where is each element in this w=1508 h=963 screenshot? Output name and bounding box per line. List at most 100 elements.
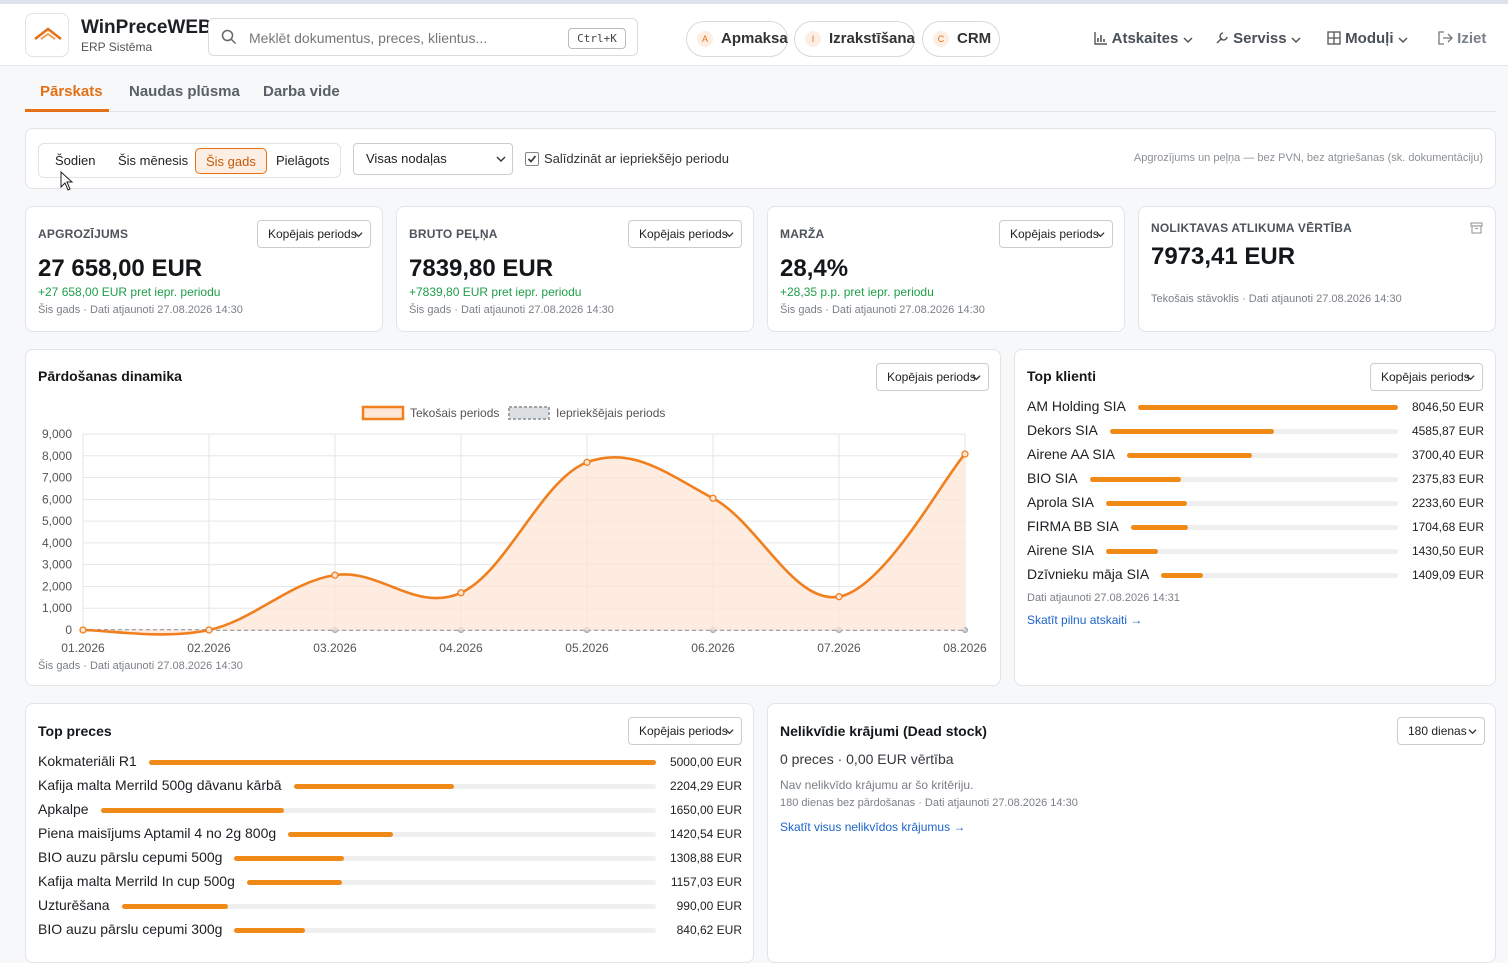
x-tick-label: 06.2026 xyxy=(691,641,735,655)
period-this-month[interactable]: Šis mēnesis xyxy=(118,153,189,168)
row-name: AM Holding SIA xyxy=(1027,398,1126,414)
row-bar-track xyxy=(247,880,656,885)
period-this-year[interactable]: Šis gads xyxy=(195,148,267,174)
kpi-period-select[interactable]: Kopējais periods xyxy=(628,220,742,248)
row-value: 2233,60 EUR xyxy=(1411,496,1484,510)
quick-link-izrakstisana[interactable]: I Izrakstīšana xyxy=(794,21,915,57)
compare-checkbox-label[interactable]: Salīdzināt ar iepriekšējo periodu xyxy=(544,151,729,166)
search-input[interactable] xyxy=(249,27,549,49)
ranked-list-row[interactable]: Aprola SIA 2233,60 EUR xyxy=(1027,494,1484,514)
row-value: 1308,88 EUR xyxy=(669,851,742,865)
kpi-period-select[interactable]: Kopējais periods xyxy=(257,220,371,248)
tab-naudas-plusma[interactable]: Naudas plūsma xyxy=(129,83,240,100)
ranked-list-row[interactable]: Airene SIA 1430,50 EUR xyxy=(1027,542,1484,562)
ranked-list-row[interactable]: Kafija malta Merrild In cup 500g 1157,03 … xyxy=(38,873,742,893)
row-value: 8046,50 EUR xyxy=(1411,400,1484,414)
row-value: 5000,00 EUR xyxy=(669,755,742,769)
dead-stock-card: Nelikvīdie krājumi (Dead stock) 180 dien… xyxy=(767,703,1496,963)
nav-modules-menu[interactable]: Moduļi xyxy=(1327,28,1408,50)
period-today[interactable]: Šodien xyxy=(55,153,96,168)
ranked-list-row[interactable]: Kokmateriāli R1 5000,00 EUR xyxy=(38,753,742,773)
row-bar-track xyxy=(101,808,656,813)
row-name: Apkalpe xyxy=(38,801,89,817)
quick-link-apmaksa[interactable]: A Apmaksa xyxy=(686,21,788,57)
x-tick-label: 04.2026 xyxy=(439,641,483,655)
ranked-list-row[interactable]: BIO auzu pārslu cepumi 300g 840,62 EUR xyxy=(38,921,742,941)
dead-stock-all-link[interactable]: Skatīt visus nelikvīdos krājumus → xyxy=(780,820,966,834)
y-tick-label: 6,000 xyxy=(42,492,72,506)
compare-checkbox[interactable] xyxy=(525,152,539,166)
kpi-period-select[interactable]: Kopējais periods xyxy=(999,220,1113,248)
row-bar xyxy=(234,856,345,861)
app-name: WinPreceWEB xyxy=(81,17,212,38)
data-point-current xyxy=(709,494,717,502)
kpi-footer: Šis gads · Dati atjaunoti 27.08.2026 14:… xyxy=(38,304,243,316)
dead-stock-footer: 180 dienas bez pārdošanas · Dati atjauno… xyxy=(780,797,1078,809)
ranked-list-row[interactable]: FIRMA BB SIA 1704,68 EUR xyxy=(1027,518,1484,538)
ranked-list-row[interactable]: BIO SIA 2375,83 EUR xyxy=(1027,470,1484,490)
page-tabs: Pārskats Naudas plūsma Darba vide xyxy=(25,75,1496,112)
tab-parskats[interactable]: Pārskats xyxy=(25,75,109,112)
grid-icon xyxy=(1327,31,1341,45)
ranked-list-row[interactable]: Dekors SIA 4585,87 EUR xyxy=(1027,422,1484,442)
ranked-list-row[interactable]: Apkalpe 1650,00 EUR xyxy=(38,801,742,821)
quick-link-badge: I xyxy=(805,31,821,47)
nav-reports-menu[interactable]: Atskaites xyxy=(1094,28,1193,50)
chevron-down-icon xyxy=(1182,37,1193,44)
nav-exit-button[interactable]: Iziet xyxy=(1438,28,1486,50)
kpi-footer: Tekošais stāvoklis · Dati atjaunoti 27.0… xyxy=(1151,293,1402,305)
ranked-list-row[interactable]: AM Holding SIA 8046,50 EUR xyxy=(1027,398,1484,418)
chevron-down-icon xyxy=(354,232,363,238)
row-bar xyxy=(1127,453,1252,458)
ranked-list-row[interactable]: Dzīvnieku māja SIA 1409,09 EUR xyxy=(1027,566,1484,586)
ranked-list-row[interactable]: Piena maisījums Aptamil 4 no 2g 800g 1420… xyxy=(38,825,742,845)
quick-link-crm[interactable]: C CRM xyxy=(922,21,1000,57)
top-products-period-select[interactable]: Kopējais periods xyxy=(628,717,742,745)
legend-label-previous: Iepriekšējais periods xyxy=(556,406,665,420)
ranked-list-row[interactable]: Kafija malta Merrild 500g dāvanu kārbā 22… xyxy=(38,777,742,797)
chevron-down-icon xyxy=(1291,37,1301,44)
row-value: 1704,68 EUR xyxy=(1411,520,1484,534)
nav-reports-label: Atskaites xyxy=(1111,30,1179,47)
top-clients-full-report-link[interactable]: Skatīt pilnu atskaiti → xyxy=(1027,613,1143,627)
nav-service-menu[interactable]: Serviss xyxy=(1215,28,1301,50)
chevron-down-icon xyxy=(1398,37,1408,44)
app-logo[interactable] xyxy=(25,13,69,57)
tab-darba-vide[interactable]: Darba vide xyxy=(263,83,340,100)
kpi-card-stock-value: NOLIKTAVAS ATLIKUMA VĒRTĪBA 7973,41 EUR … xyxy=(1138,206,1496,332)
row-value: 1650,00 EUR xyxy=(669,803,742,817)
kpi-period-select-value: Kopējais periods xyxy=(639,227,728,241)
wrench-icon xyxy=(1216,32,1228,44)
data-point-current xyxy=(457,589,465,597)
global-search[interactable]: Ctrl+K xyxy=(208,18,638,56)
sales-chart-period-select[interactable]: Kopējais periods xyxy=(876,363,989,391)
kpi-card-gross-profit: BRUTO PEĻŅA Kopējais periods 7839,80 EUR… xyxy=(396,206,754,332)
search-icon xyxy=(221,29,237,45)
sales-chart-title: Pārdošanas dinamika xyxy=(38,368,182,384)
kpi-period-select-value: Kopējais periods xyxy=(1010,227,1099,241)
series-area-current xyxy=(83,454,965,635)
top-clients-period-select[interactable]: Kopējais periods xyxy=(1370,363,1483,391)
y-tick-label: 4,000 xyxy=(42,536,72,550)
data-point-current xyxy=(961,450,969,458)
quick-link-label: Apmaksa xyxy=(721,30,788,47)
period-custom[interactable]: Pielāgots xyxy=(276,153,330,168)
ranked-list-row[interactable]: Uzturēšana 990,00 EUR xyxy=(38,897,742,917)
ranked-list-row[interactable]: Airene AA SIA 3700,40 EUR xyxy=(1027,446,1484,466)
chevron-down-icon xyxy=(972,375,981,381)
top-clients-footer: Dati atjaunoti 27.08.2026 14:31 xyxy=(1027,592,1180,604)
row-bar xyxy=(149,760,656,765)
row-bar xyxy=(1106,501,1188,506)
row-value: 990,00 EUR xyxy=(676,899,742,913)
filter-bar: Šodien Šis mēnesis Šis gads Pielāgots Vi… xyxy=(25,128,1496,189)
department-select[interactable]: Visas nodaļas xyxy=(353,143,513,175)
row-name: Kafija malta Merrild 500g dāvanu kārbā xyxy=(38,777,282,793)
kpi-label: APGROZĪJUMS xyxy=(38,227,129,241)
ranked-list-row[interactable]: BIO auzu pārslu cepumi 500g 1308,88 EUR xyxy=(38,849,742,869)
y-tick-label: 2,000 xyxy=(42,579,72,593)
row-bar xyxy=(1110,429,1275,434)
dead-stock-days-select[interactable]: 180 dienas xyxy=(1397,717,1485,745)
y-tick-label: 5,000 xyxy=(42,514,72,528)
data-point-current xyxy=(835,593,843,601)
bar-chart-icon xyxy=(1094,32,1107,45)
